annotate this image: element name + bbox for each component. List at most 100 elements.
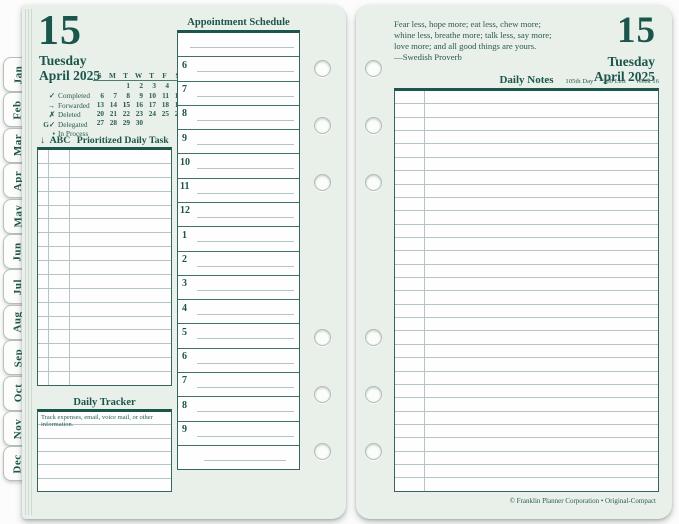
quote-line: love more; and all good things are yours… (394, 41, 537, 51)
calendar-day[interactable]: 22 (122, 109, 130, 119)
task-list-box[interactable] (37, 147, 172, 386)
notes-row (395, 478, 658, 490)
binder-hole (314, 174, 331, 191)
notes-row (395, 438, 658, 452)
hour-label: 9 (182, 424, 187, 435)
task-row (38, 247, 171, 261)
schedule-hour-10: 4 (178, 300, 299, 325)
calendar-day[interactable]: 6 (100, 90, 104, 100)
task-row (38, 358, 171, 372)
notes-row (395, 251, 658, 265)
notes-row (395, 372, 658, 385)
schedule-hour-7: 1 (178, 227, 299, 252)
calendar-day[interactable]: 13 (96, 99, 104, 109)
calendar-day-header: M (106, 71, 119, 82)
daily-notes-box[interactable] (394, 88, 659, 492)
legend-label: Delegated (58, 119, 88, 129)
appointment-schedule-box[interactable]: 6 7 8 9 10 11 12 1 2 3 4 5 6 7 8 9 (177, 30, 300, 470)
calendar-day[interactable]: 11 (162, 90, 169, 100)
tracker-row (38, 465, 171, 479)
notes-row (395, 425, 658, 439)
legend-label: Deleted (58, 110, 81, 120)
left-month-year: April 2025 (39, 68, 101, 83)
schedule-line (197, 435, 294, 437)
calendar-day[interactable]: 18 (161, 99, 169, 109)
schedule-hour-11: 5 (178, 324, 299, 349)
calendar-day[interactable]: 17 (148, 99, 156, 109)
calendar-day (145, 118, 158, 127)
task-row (38, 219, 171, 234)
schedule-line (197, 386, 294, 388)
notes-row (395, 278, 658, 292)
task-row (38, 178, 171, 192)
calendar-day[interactable]: 27 (96, 118, 104, 128)
calendar-day[interactable]: 15 (122, 99, 130, 109)
calendar-day[interactable]: 23 (135, 109, 143, 119)
calendar-day[interactable]: 30 (135, 118, 143, 128)
daily-tracker-box[interactable]: Track expenses, email, voice mail, or ot… (37, 409, 172, 492)
task-row (38, 150, 171, 164)
right-day-number: 15 (617, 10, 656, 51)
calendar-day[interactable]: 10 (148, 90, 156, 100)
daily-tracker-title: Daily Tracker (73, 397, 136, 408)
calendar-day[interactable]: 20 (96, 109, 104, 119)
schedule-line (197, 411, 294, 413)
daily-notes-header: Daily Notes 105th Day 260 Left Week 16 (394, 74, 659, 86)
legend-label: Completed (58, 91, 91, 100)
day-count-info: 105th Day 260 Left Week 16 (557, 78, 659, 85)
notes-row (395, 291, 658, 305)
hour-label: 7 (182, 375, 187, 387)
calendar-day[interactable]: 7 (113, 90, 117, 100)
left-day-number: 15 (38, 8, 82, 54)
schedule-blank-slot (178, 33, 299, 58)
calendar-day[interactable]: 28 (109, 118, 117, 128)
task-row (38, 275, 171, 289)
hour-label: 5 (182, 326, 187, 338)
binder-hole (314, 60, 331, 77)
binder-hole (365, 443, 382, 460)
notes-row (395, 238, 658, 252)
binder-hole (314, 443, 331, 460)
calendar-day[interactable]: 2 (139, 81, 143, 91)
calendar-day-header: T (119, 71, 132, 82)
schedule-line (197, 144, 294, 146)
calendar-day[interactable]: 9 (139, 90, 143, 100)
task-row (38, 303, 171, 317)
calendar-day[interactable]: 1 (126, 81, 130, 91)
calendar-day-header: F (158, 71, 171, 82)
calendar-day[interactable]: 25 (161, 109, 169, 119)
daily-quote: Fear less, hope more; eat less, chew mor… (394, 19, 579, 63)
hour-label: 7 (182, 84, 187, 96)
schedule-line (197, 314, 294, 316)
hour-label: 8 (182, 399, 187, 411)
right-weekday: Tuesday (607, 54, 655, 69)
task-row (38, 206, 171, 220)
schedule-line (197, 168, 294, 170)
calendar-day[interactable]: 3 (152, 81, 156, 91)
legend-item: ✗ Deleted (40, 110, 90, 120)
hour-label: 12 (180, 205, 190, 217)
mini-calendar: SMTWTFS123456789101112131415161718192021… (93, 71, 184, 128)
calendar-day[interactable]: 29 (122, 118, 130, 128)
hour-label: 10 (180, 156, 190, 168)
schedule-line (204, 459, 286, 461)
task-row (38, 233, 171, 248)
tracker-row (38, 439, 171, 452)
legend-item: ✓ Completed (40, 91, 90, 101)
schedule-line (197, 289, 294, 291)
calendar-day[interactable]: 14 (109, 99, 117, 109)
quote-line: whine less, breathe more; talk less, say… (394, 30, 552, 40)
calendar-day[interactable]: 21 (109, 109, 117, 119)
schedule-hour-3: 9 (178, 130, 299, 155)
schedule-hour-9: 3 (178, 276, 299, 301)
task-row (38, 372, 171, 385)
schedule-line (197, 192, 294, 194)
calendar-day[interactable]: 16 (135, 99, 143, 109)
calendar-day[interactable]: 24 (148, 109, 156, 119)
calendar-day (158, 118, 171, 127)
tracker-row (38, 452, 171, 466)
calendar-day[interactable]: 8 (126, 90, 130, 100)
notes-row (395, 225, 658, 238)
notes-row (395, 305, 658, 319)
calendar-day[interactable]: 4 (165, 81, 169, 91)
